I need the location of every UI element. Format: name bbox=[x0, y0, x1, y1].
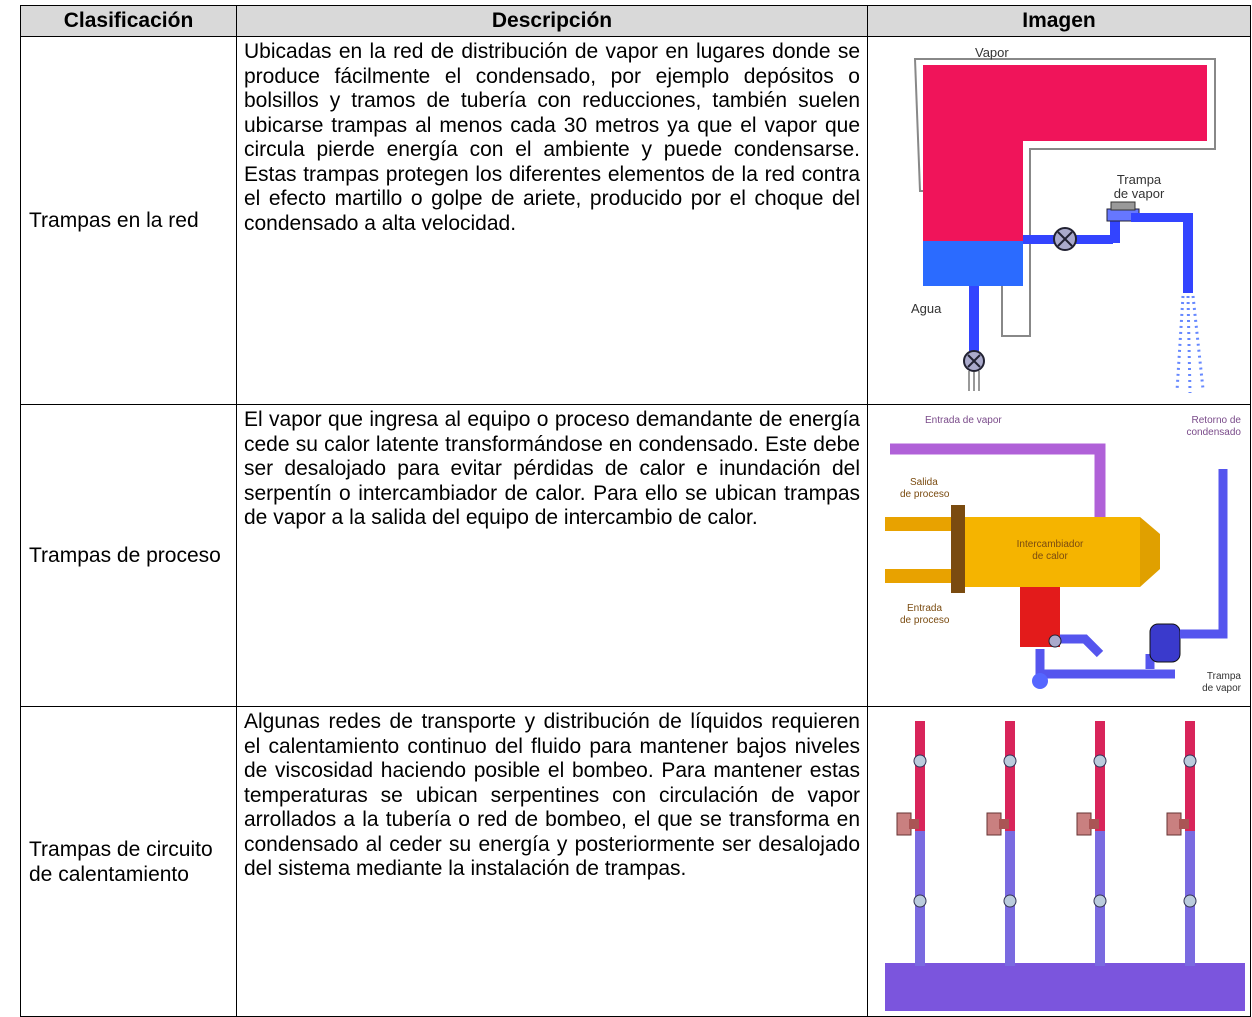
row: Trampas de circuito de calentamiento Alg… bbox=[20, 706, 1251, 1017]
diagram: Vapor Trampa de vapor Agua bbox=[885, 41, 1245, 399]
diagram-label: Entrada bbox=[907, 603, 942, 614]
diagram-label: Intercambiador bbox=[1017, 539, 1084, 550]
diagram-shape bbox=[1149, 623, 1181, 663]
diagram-shape bbox=[913, 894, 927, 908]
classification: Trampas de proceso bbox=[20, 404, 237, 707]
diagram-shape bbox=[1005, 721, 1015, 831]
diagram-shape bbox=[909, 819, 919, 829]
diagram-shape bbox=[1166, 812, 1182, 836]
header-cell: Descripción bbox=[236, 5, 868, 37]
row: Trampas de proceso El vapor que ingresa … bbox=[20, 404, 1251, 707]
diagram-shape bbox=[1183, 754, 1197, 768]
diagram-label: Retorno de bbox=[1192, 415, 1242, 426]
diagram-shape bbox=[1095, 721, 1105, 831]
description: El vapor que ingresa al equipo o proceso… bbox=[236, 404, 868, 707]
diagram-label: condensado bbox=[1187, 427, 1242, 438]
diagram-shape bbox=[885, 569, 955, 583]
diagram: Entrada de vapor Retorno de condensado S… bbox=[885, 409, 1245, 701]
diagram-label: de proceso bbox=[900, 489, 950, 500]
image-cell bbox=[867, 706, 1251, 1017]
diagram-shape bbox=[965, 517, 1140, 587]
diagram-shape bbox=[1089, 819, 1099, 829]
diagram-shape bbox=[890, 443, 1106, 529]
diagram-shape bbox=[999, 819, 1009, 829]
diagram-shape bbox=[968, 371, 980, 391]
diagram-shape bbox=[1183, 894, 1197, 908]
diagram-shape bbox=[923, 65, 1207, 241]
diagram-shape bbox=[1032, 673, 1048, 689]
diagram-shape bbox=[986, 812, 1002, 836]
diagram-shape bbox=[923, 241, 1023, 286]
diagram-label: de vapor bbox=[1202, 683, 1242, 694]
diagram-label: Entrada de vapor bbox=[925, 415, 1002, 426]
description: Algunas redes de transporte y distribuci… bbox=[236, 706, 868, 1017]
diagram-shape bbox=[1180, 469, 1228, 639]
diagram-label: Salida bbox=[910, 477, 938, 488]
diagram-shape bbox=[885, 517, 955, 531]
description: Ubicadas en la red de distribución de va… bbox=[236, 36, 868, 405]
diagram-label: Trampa bbox=[1207, 671, 1242, 682]
diagram-shape bbox=[1093, 894, 1107, 908]
image-cell: Entrada de vapor Retorno de condensado S… bbox=[867, 404, 1251, 707]
diagram-shape bbox=[1076, 812, 1092, 836]
diagram bbox=[885, 711, 1245, 1011]
diagram-shape bbox=[1179, 819, 1189, 829]
diagram-shape bbox=[1175, 295, 1205, 394]
image-cell: Vapor Trampa de vapor Agua bbox=[867, 36, 1251, 405]
diagram-shape bbox=[1057, 231, 1073, 247]
diagram-label: de vapor bbox=[1114, 186, 1165, 201]
diagram-shape bbox=[1003, 894, 1017, 908]
diagram-label: Trampa bbox=[1117, 172, 1162, 187]
diagram-shape bbox=[967, 354, 981, 368]
diagram-shape bbox=[896, 812, 912, 836]
header-row: Clasificación Descripción Imagen bbox=[20, 5, 1251, 37]
diagram-shape bbox=[1110, 213, 1120, 243]
diagram-shape bbox=[915, 721, 925, 831]
diagram-shape bbox=[1131, 213, 1191, 222]
diagram-shape bbox=[1003, 754, 1017, 768]
diagram-shape bbox=[1093, 754, 1107, 768]
diagram-shape bbox=[1048, 634, 1062, 648]
header-cell: Imagen bbox=[867, 5, 1251, 37]
diagram-shape bbox=[1185, 721, 1195, 831]
diagram-label: Agua bbox=[911, 301, 942, 316]
table: Clasificación Descripción Imagen Trampas… bbox=[20, 5, 1251, 1017]
diagram-label: de proceso bbox=[900, 615, 950, 626]
diagram-shape bbox=[1110, 201, 1136, 211]
diagram-shape bbox=[885, 963, 1245, 1011]
diagram-label: Vapor bbox=[975, 45, 1009, 60]
diagram-shape bbox=[951, 505, 965, 593]
row: Trampas en la red Ubicadas en la red de … bbox=[20, 36, 1251, 405]
diagram-shape bbox=[969, 286, 979, 351]
diagram-shape bbox=[1140, 517, 1160, 587]
diagram-shape bbox=[913, 754, 927, 768]
diagram-shape bbox=[1183, 213, 1193, 293]
diagram-label: de calor bbox=[1032, 551, 1068, 562]
header-cell: Clasificación bbox=[20, 5, 237, 37]
classification: Trampas en la red bbox=[20, 36, 237, 405]
classification: Trampas de circuito de calentamiento bbox=[20, 706, 237, 1017]
